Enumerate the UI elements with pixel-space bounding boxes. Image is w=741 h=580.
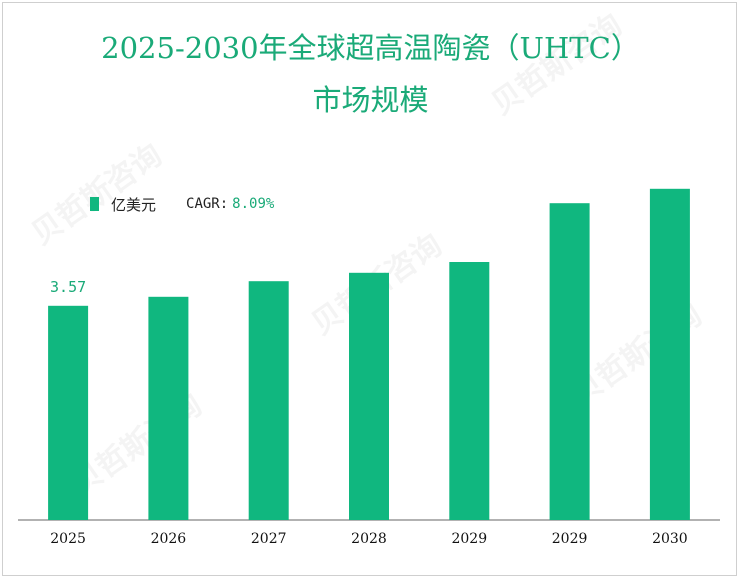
chart-title: 2025-2030年全球超高温陶瓷（UHTC） 市场规模 (0, 22, 741, 126)
x-tick-label: 2026 (151, 531, 187, 547)
x-tick-label: 2028 (351, 531, 387, 547)
bar-2030-6 (649, 188, 690, 521)
x-tick-label: 2025 (50, 531, 86, 547)
bar-2029-4 (449, 262, 490, 520)
x-tick-label: 2029 (552, 531, 588, 547)
x-tick-label: 2030 (652, 531, 688, 547)
legend-label: 亿美元 (111, 195, 157, 214)
chart-legend: 亿美元 CAGR: 8.09% (90, 194, 274, 214)
cagr-label: CAGR: (186, 196, 229, 212)
chart-title-line2: 市场规模 (312, 83, 429, 117)
cagr-value: 8.09% (232, 196, 275, 212)
bar-2027-2 (248, 281, 289, 520)
bar-2026-1 (148, 296, 189, 520)
bar-2029-5 (549, 203, 590, 520)
bar-2025-0 (48, 305, 89, 520)
data-label: 3.57 (50, 278, 86, 296)
x-tick-label: 2029 (451, 531, 487, 547)
x-tick-label: 2027 (251, 531, 287, 547)
chart-title-line1: 2025-2030年全球超高温陶瓷（UHTC） (101, 31, 640, 65)
bar-2028-3 (349, 272, 389, 520)
legend-swatch (90, 197, 99, 211)
